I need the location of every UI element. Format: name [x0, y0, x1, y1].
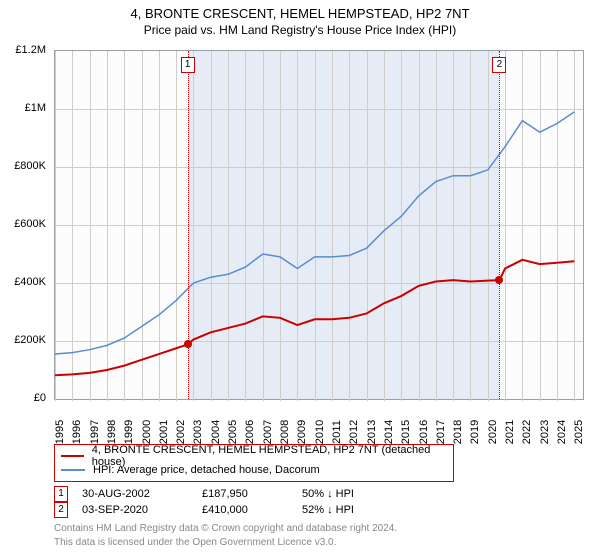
- x-tick-label: 2023: [539, 420, 551, 444]
- x-tick-label: 2018: [452, 420, 464, 444]
- x-tick-label: 2025: [573, 420, 585, 444]
- sale-price: £187,950: [202, 488, 302, 500]
- y-tick-label: £400K: [14, 276, 46, 288]
- x-tick-label: 2000: [141, 420, 153, 444]
- x-tick-label: 2009: [296, 420, 308, 444]
- sales-table: 1 30-AUG-2002 £187,950 50% ↓ HPI 2 03-SE…: [54, 486, 402, 518]
- x-tick-label: 2024: [556, 420, 568, 444]
- x-tick-label: 2022: [521, 420, 533, 444]
- y-tick-label: £800K: [14, 160, 46, 172]
- chart-title: 4, BRONTE CRESCENT, HEMEL HEMPSTEAD, HP2…: [0, 6, 600, 21]
- x-tick-label: 1998: [106, 420, 118, 444]
- y-tick-label: £0: [34, 392, 46, 404]
- x-tick-label: 1997: [89, 420, 101, 444]
- marker-dot: [184, 340, 192, 348]
- y-tick-label: £200K: [14, 334, 46, 346]
- x-tick-label: 2002: [175, 420, 187, 444]
- chart-container: 4, BRONTE CRESCENT, HEMEL HEMPSTEAD, HP2…: [0, 0, 600, 560]
- y-tick-label: £1.2M: [15, 44, 46, 56]
- legend-item: 4, BRONTE CRESCENT, HEMEL HEMPSTEAD, HP2…: [61, 449, 447, 463]
- x-tick-label: 2004: [210, 420, 222, 444]
- x-tick-label: 2011: [331, 420, 343, 444]
- x-tick-label: 1995: [54, 420, 66, 444]
- legend-box: 4, BRONTE CRESCENT, HEMEL HEMPSTEAD, HP2…: [54, 444, 454, 482]
- legend-swatch: [61, 469, 85, 471]
- marker-ref-box: 2: [54, 502, 68, 518]
- legend-swatch: [61, 455, 84, 457]
- series-hpi: [55, 112, 574, 354]
- x-tick-label: 2021: [504, 420, 516, 444]
- x-axis-labels: 1995 1996 1997 1998 1999 2000 2001 2002 2003 2004…: [54, 404, 584, 444]
- chart-subtitle: Price paid vs. HM Land Registry's House …: [0, 23, 600, 37]
- x-tick-label: 2020: [487, 420, 499, 444]
- table-row: 2 03-SEP-2020 £410,000 52% ↓ HPI: [54, 502, 402, 518]
- footer-line: This data is licensed under the Open Gov…: [54, 536, 397, 550]
- x-tick-label: 2013: [366, 420, 378, 444]
- x-tick-label: 2014: [383, 420, 395, 444]
- sale-pct: 50% ↓ HPI: [302, 488, 402, 500]
- x-tick-label: 2015: [400, 420, 412, 444]
- legend-label: HPI: Average price, detached house, Daco…: [93, 464, 320, 476]
- x-tick-label: 2003: [192, 420, 204, 444]
- x-tick-label: 2005: [227, 420, 239, 444]
- marker-ref-box: 1: [54, 486, 68, 502]
- y-axis-labels: £0£200K£400K£600K£800K£1M£1.2M: [0, 50, 50, 400]
- x-tick-label: 1999: [123, 420, 135, 444]
- x-tick-label: 2016: [418, 420, 430, 444]
- x-tick-label: 2019: [469, 420, 481, 444]
- x-tick-label: 2006: [244, 420, 256, 444]
- x-tick-label: 2017: [435, 420, 447, 444]
- titles: 4, BRONTE CRESCENT, HEMEL HEMPSTEAD, HP2…: [0, 0, 600, 37]
- x-tick-label: 2010: [314, 420, 326, 444]
- x-tick-label: 2012: [348, 420, 360, 444]
- marker-box: 1: [181, 57, 195, 73]
- table-row: 1 30-AUG-2002 £187,950 50% ↓ HPI: [54, 486, 402, 502]
- chart-svg: [55, 51, 583, 399]
- marker-vline: [499, 51, 500, 399]
- y-tick-label: £600K: [14, 218, 46, 230]
- footer-line: Contains HM Land Registry data © Crown c…: [54, 522, 397, 536]
- sale-date: 30-AUG-2002: [82, 488, 202, 500]
- x-tick-label: 2001: [158, 420, 170, 444]
- footer-attribution: Contains HM Land Registry data © Crown c…: [54, 522, 397, 550]
- x-tick-label: 2008: [279, 420, 291, 444]
- plot-area: 12: [54, 50, 584, 400]
- sale-pct: 52% ↓ HPI: [302, 504, 402, 516]
- sale-date: 03-SEP-2020: [82, 504, 202, 516]
- sale-price: £410,000: [202, 504, 302, 516]
- marker-box: 2: [492, 57, 506, 73]
- x-tick-label: 1996: [71, 420, 83, 444]
- y-tick-label: £1M: [25, 102, 46, 114]
- marker-dot: [495, 276, 503, 284]
- x-tick-label: 2007: [262, 420, 274, 444]
